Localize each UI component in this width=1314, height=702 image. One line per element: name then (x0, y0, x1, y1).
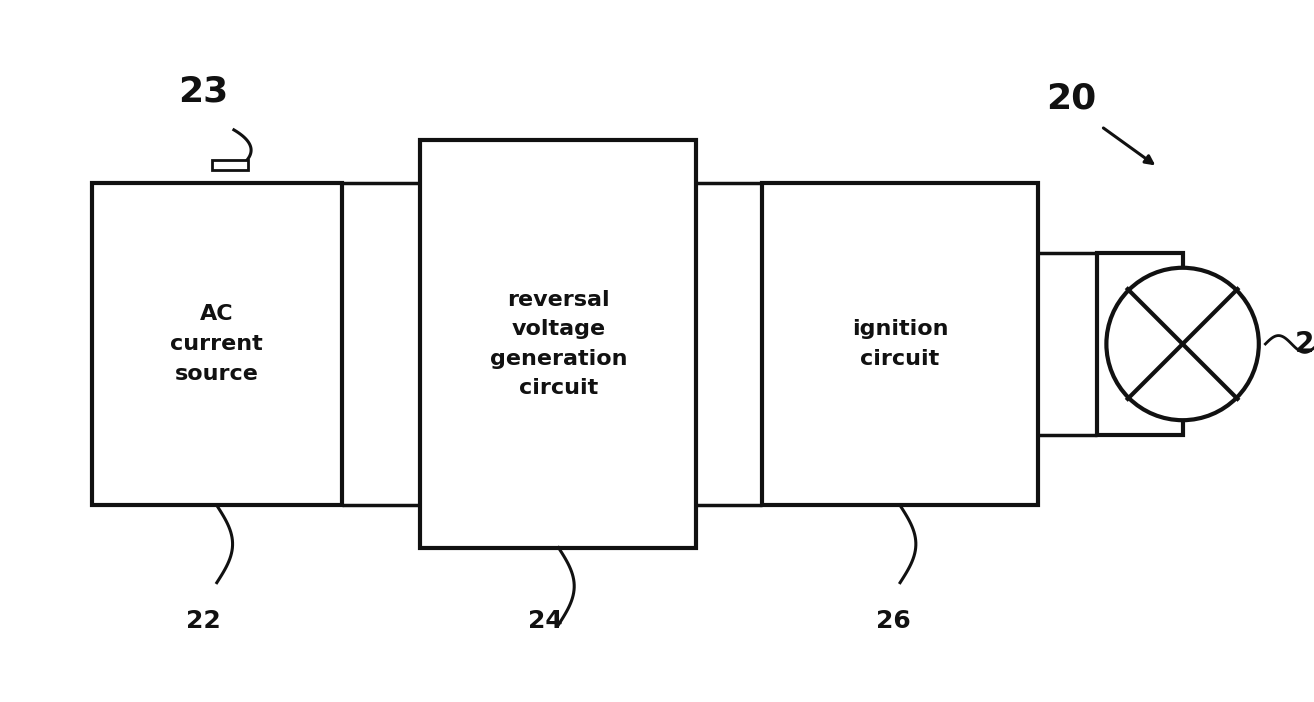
Bar (212, 160, 248, 170)
Text: 26: 26 (876, 609, 911, 633)
Text: 22: 22 (187, 609, 221, 633)
Text: reversal
voltage
generation
circuit: reversal voltage generation circuit (490, 290, 627, 398)
Bar (1097, 253, 1183, 435)
Bar (420, 140, 696, 548)
Text: ignition
circuit: ignition circuit (851, 319, 949, 369)
Text: 24: 24 (528, 609, 562, 633)
Text: 23: 23 (179, 74, 229, 108)
Text: AC
current
source: AC current source (171, 305, 263, 383)
Ellipse shape (1106, 267, 1259, 420)
Text: 28: 28 (1294, 330, 1314, 358)
Bar (92, 183, 342, 505)
Text: 20: 20 (1046, 81, 1096, 115)
Bar (762, 183, 1038, 505)
